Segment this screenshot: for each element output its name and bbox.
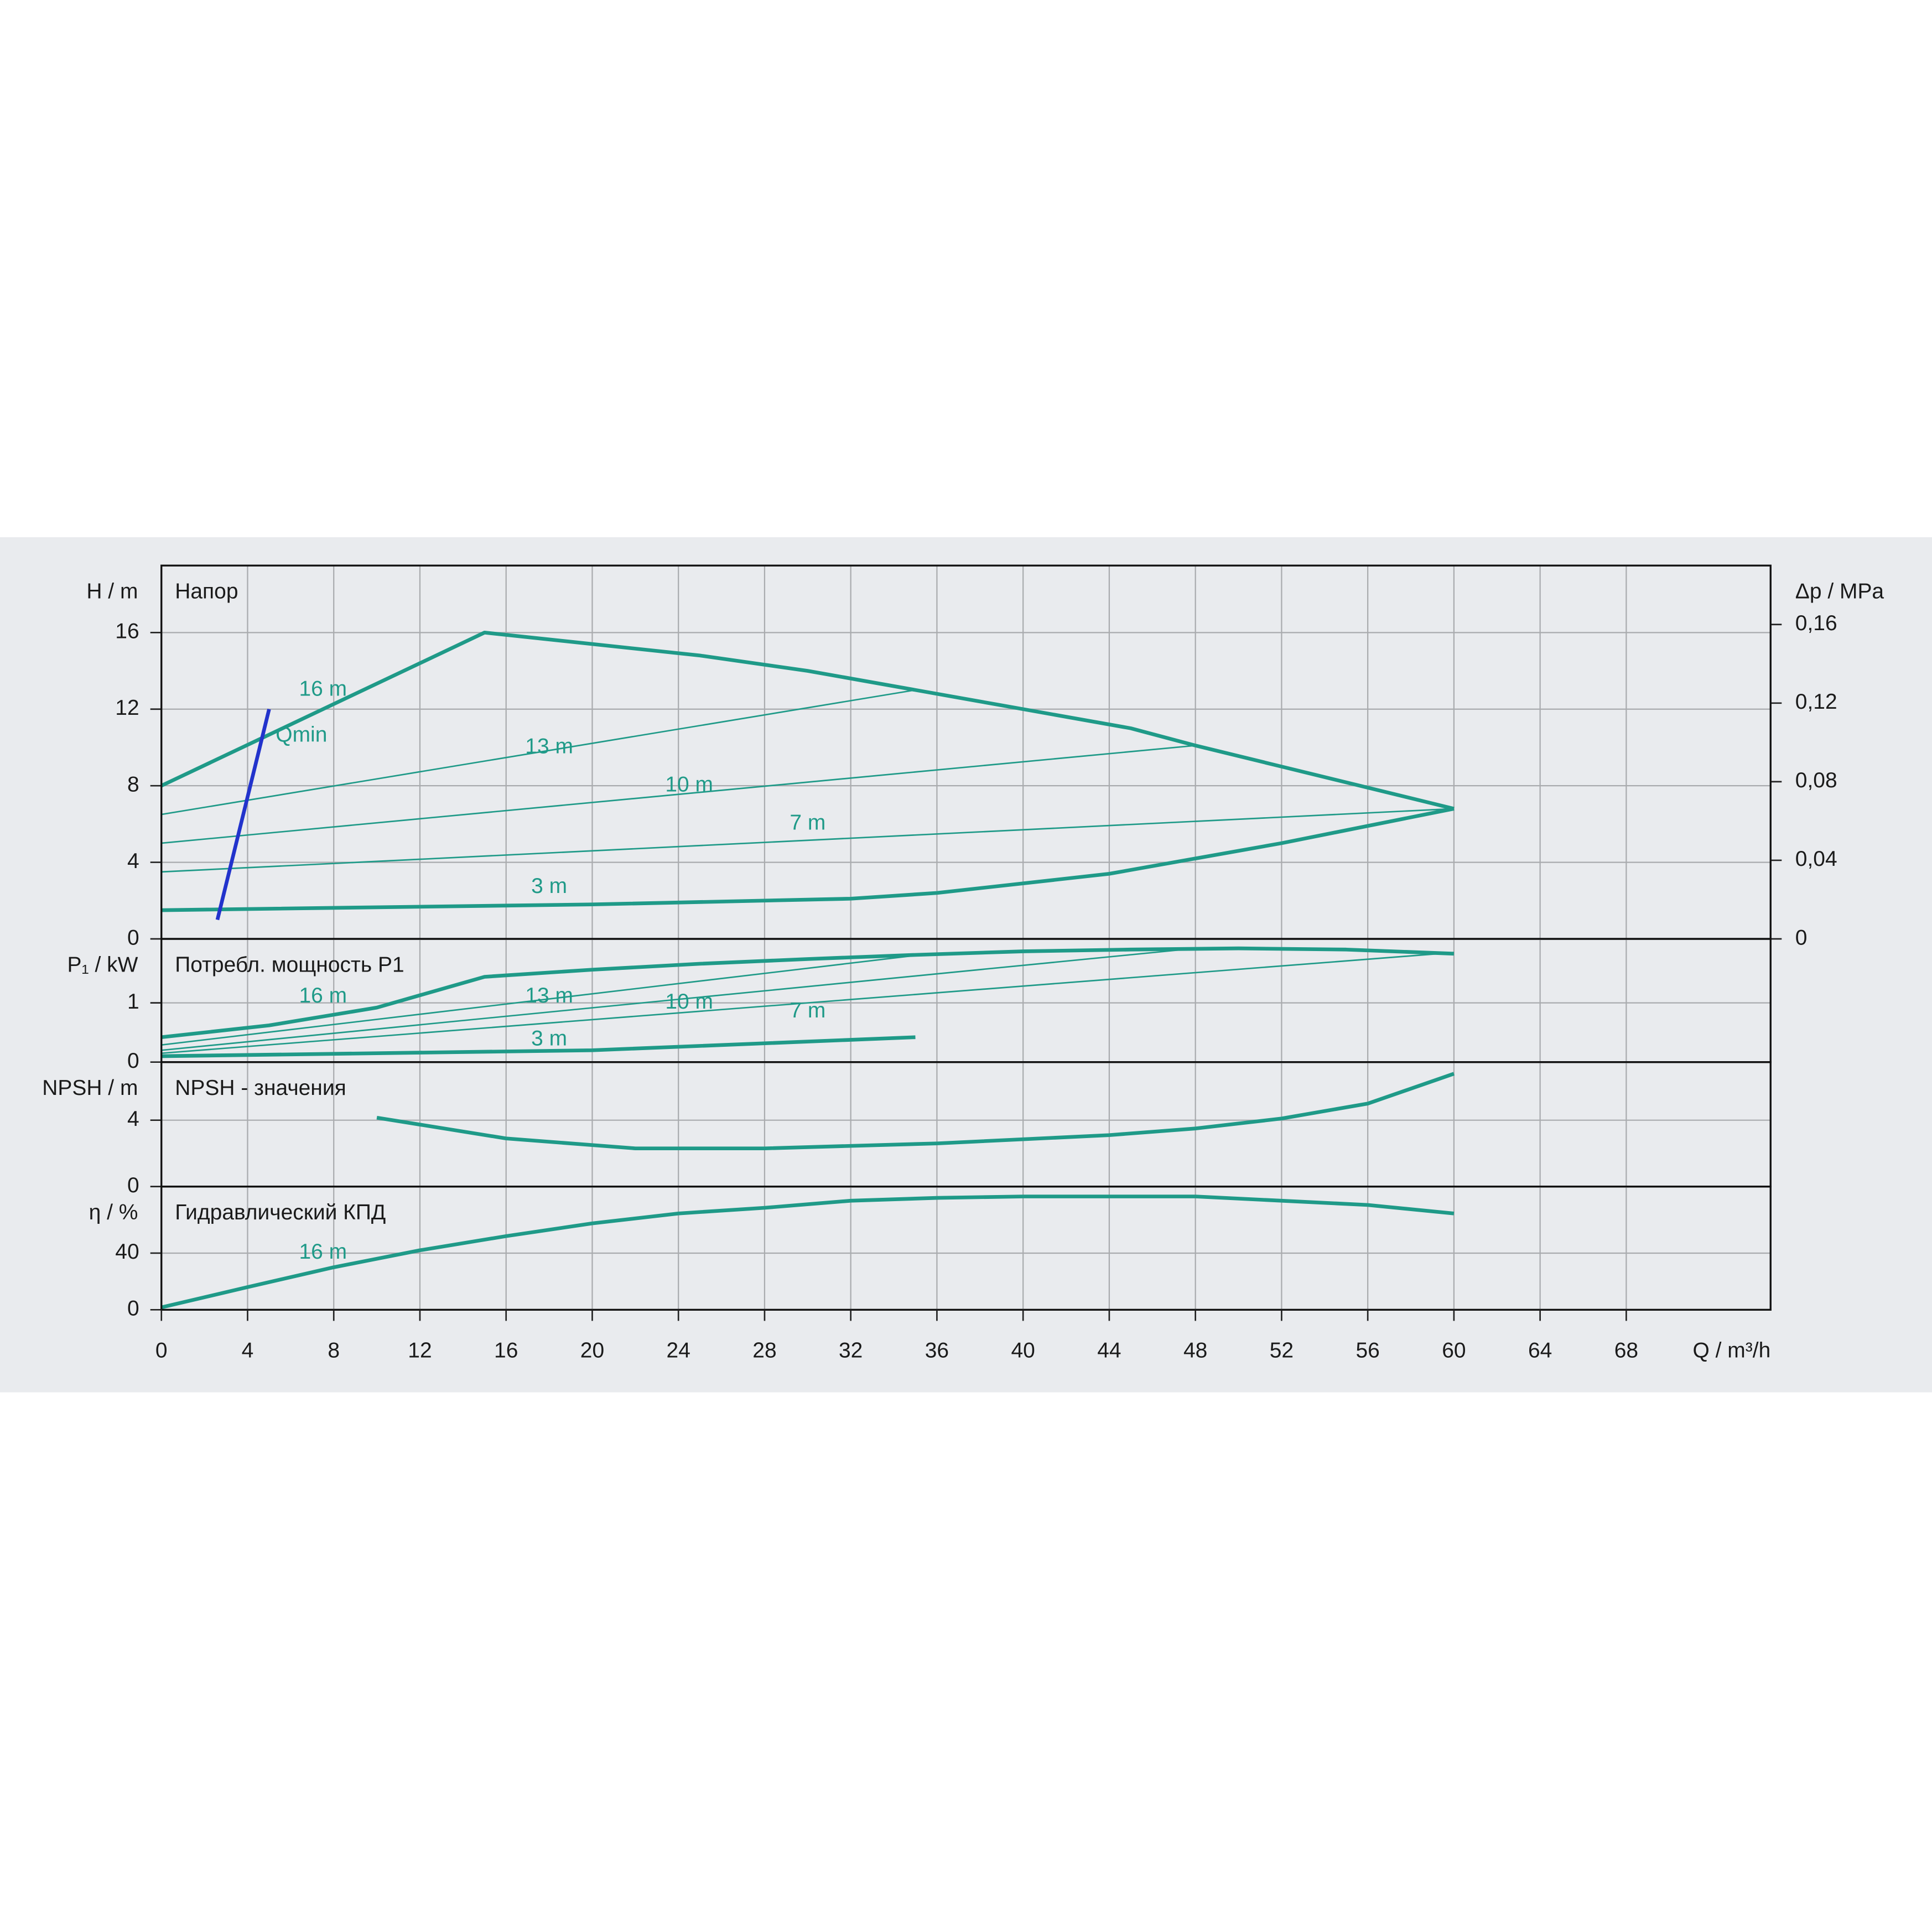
- x-tick-label: 20: [580, 1338, 604, 1362]
- x-tick-label: 12: [408, 1338, 432, 1362]
- curve-label: 7 m: [790, 811, 825, 835]
- curve-label: 16 m: [299, 1240, 347, 1264]
- y2-axis-label: Δp / MPa: [1795, 580, 1884, 604]
- curve: [161, 807, 1455, 912]
- y-tick-label: 40: [115, 1240, 139, 1264]
- curve: [160, 1194, 1455, 1310]
- curve: [161, 952, 1455, 1054]
- x-tick-label: 68: [1614, 1338, 1638, 1362]
- curve: [161, 1035, 916, 1058]
- curve-label: 13 m: [525, 734, 573, 758]
- curve: [376, 1072, 1455, 1151]
- y-axis-label: η / %: [89, 1201, 138, 1224]
- y-tick-label: 0: [127, 1173, 139, 1197]
- curve: [161, 946, 1455, 1040]
- x-tick-label: 16: [494, 1338, 518, 1362]
- y-tick-label: 4: [127, 849, 139, 873]
- y-axis-label: H / m: [86, 580, 138, 604]
- x-tick-label: 8: [328, 1338, 340, 1362]
- x-tick-label: 0: [155, 1338, 168, 1362]
- x-tick-label: 36: [925, 1338, 949, 1362]
- x-axis-label: Q / m³/h: [1693, 1338, 1771, 1362]
- x-tick-label: 56: [1355, 1338, 1379, 1362]
- x-tick-label: 24: [667, 1338, 690, 1362]
- curve-label: 3 m: [531, 874, 567, 898]
- x-tick-label: 4: [242, 1338, 254, 1362]
- curve: [161, 689, 916, 816]
- curve: [161, 745, 1196, 844]
- curve-label: Qmin: [276, 723, 327, 746]
- curve: [161, 808, 1454, 873]
- y-tick-label: 16: [115, 620, 139, 643]
- y-tick-label: 0: [127, 1297, 139, 1321]
- x-tick-label: 40: [1011, 1338, 1035, 1362]
- curve-label: 7 m: [790, 999, 825, 1022]
- curve-label: 10 m: [665, 772, 713, 796]
- x-tick-label: 60: [1442, 1338, 1466, 1362]
- y2-tick-label: 0,16: [1795, 611, 1837, 635]
- y2-tick-label: 0,12: [1795, 690, 1837, 714]
- y-tick-label: 0: [127, 1049, 139, 1073]
- curve-label: 13 m: [525, 984, 573, 1007]
- panel-title: Гидравлический КПД: [175, 1201, 386, 1224]
- panel-title: Потребл. мощность P1: [175, 953, 404, 977]
- y-tick-label: 8: [127, 772, 139, 796]
- y-axis-label: P₁ / kW: [67, 953, 138, 977]
- panel-frame: [160, 1185, 1772, 1311]
- y-tick-label: 4: [127, 1107, 139, 1131]
- y-tick-label: 12: [115, 696, 139, 720]
- x-tick-label: 28: [752, 1338, 776, 1362]
- y-tick-label: 1: [127, 990, 139, 1014]
- x-tick-label: 48: [1183, 1338, 1207, 1362]
- y2-tick-label: 0: [1795, 926, 1808, 949]
- panel-title: NPSH - значения: [175, 1076, 346, 1100]
- x-tick-label: 64: [1528, 1338, 1552, 1362]
- y-axis-label: NPSH / m: [42, 1076, 138, 1100]
- x-tick-label: 52: [1270, 1338, 1294, 1362]
- curve: [160, 630, 1455, 811]
- curve-label: 10 m: [665, 990, 713, 1014]
- chart-background: [0, 537, 1932, 1393]
- curve-label: 16 m: [299, 984, 347, 1007]
- y2-tick-label: 0,08: [1795, 768, 1837, 792]
- x-tick-label: 32: [839, 1338, 863, 1362]
- curve: [161, 947, 1196, 1051]
- curve-label: 16 m: [299, 677, 347, 700]
- y-tick-label: 0: [127, 926, 139, 949]
- x-tick-label: 44: [1097, 1338, 1121, 1362]
- panel-title: Напор: [175, 580, 238, 604]
- curve: [161, 954, 916, 1046]
- y2-tick-label: 0,04: [1795, 847, 1837, 871]
- curve: [215, 708, 271, 921]
- curve-label: 3 m: [531, 1026, 567, 1050]
